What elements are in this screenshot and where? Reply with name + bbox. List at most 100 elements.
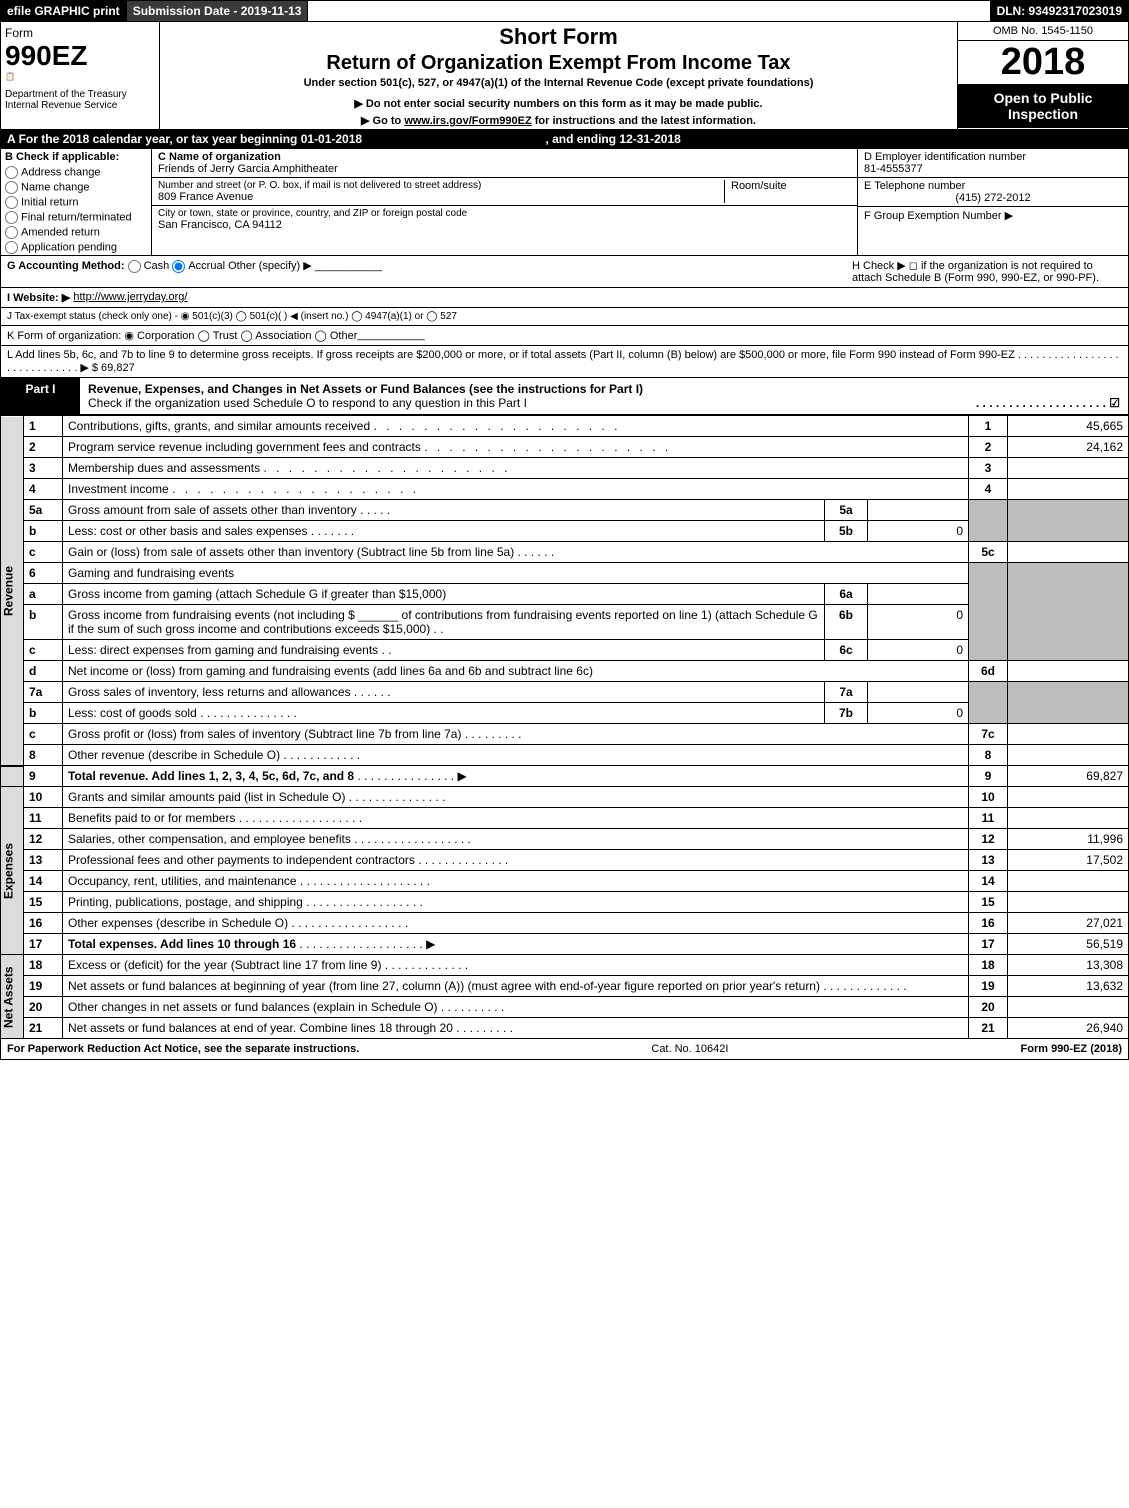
line-10-desc: Grants and similar amounts paid (list in… — [68, 790, 345, 804]
part-1-check: Check if the organization used Schedule … — [88, 396, 527, 410]
line-5b-desc: Less: cost or other basis and sales expe… — [68, 524, 307, 538]
footer-cat: Cat. No. 10642I — [651, 1043, 728, 1055]
check-amended[interactable]: Amended return — [1, 225, 151, 240]
open-inspection: Open to Public Inspection — [958, 84, 1128, 128]
line-19-amount: 13,632 — [1008, 976, 1129, 997]
row-k: K Form of organization: ◉ Corporation ◯ … — [0, 326, 1129, 346]
line-7a-desc: Gross sales of inventory, less returns a… — [68, 685, 351, 699]
line-21-amount: 26,940 — [1008, 1018, 1129, 1039]
room-suite-label: Room/suite — [724, 180, 851, 203]
check-initial[interactable]: Initial return — [1, 195, 151, 210]
footer-left: For Paperwork Reduction Act Notice, see … — [7, 1043, 359, 1055]
line-6-desc: Gaming and fundraising events — [63, 563, 969, 584]
omb-number: OMB No. 1545-1150 — [958, 22, 1128, 41]
line-16-amount: 27,021 — [1008, 913, 1129, 934]
line-5b-val: 0 — [868, 521, 969, 542]
part-1-tab: Part I — [1, 378, 80, 414]
line-8-desc: Other revenue (describe in Schedule O) — [68, 748, 280, 762]
line-18-desc: Excess or (deficit) for the year (Subtra… — [68, 958, 381, 972]
expenses-section-label: Expenses — [1, 787, 24, 955]
form-number: 990EZ — [5, 40, 155, 72]
line-5a-desc: Gross amount from sale of assets other t… — [68, 503, 357, 517]
info-block: B Check if applicable: Address change Na… — [0, 149, 1129, 256]
check-pending[interactable]: Application pending — [1, 240, 151, 255]
line-6c-desc: Less: direct expenses from gaming and fu… — [68, 643, 378, 657]
line-7b-desc: Less: cost of goods sold — [68, 706, 197, 720]
subtitle: Under section 501(c), 527, or 4947(a)(1)… — [166, 77, 951, 89]
line-2-desc: Program service revenue including govern… — [68, 440, 421, 454]
line-2-amount: 24,162 — [1008, 437, 1129, 458]
note-instructions: ▶ Go to www.irs.gov/Form990EZ for instru… — [166, 114, 951, 127]
form-header: Form 990EZ 📋 Department of the Treasury … — [0, 22, 1129, 130]
line-17-desc: Total expenses. Add lines 10 through 16 — [68, 937, 296, 951]
dept-treasury: Department of the Treasury — [5, 89, 155, 100]
city: San Francisco, CA 94112 — [158, 219, 851, 231]
line-13-amount: 17,502 — [1008, 850, 1129, 871]
line-6b-desc: Gross income from fundraising events (no… — [68, 608, 818, 636]
line-20-desc: Other changes in net assets or fund bala… — [68, 1000, 438, 1014]
row-j: J Tax-exempt status (check only one) - ◉… — [0, 308, 1129, 326]
acct-other: Other (specify) ▶ — [228, 260, 312, 272]
line-12-desc: Salaries, other compensation, and employ… — [68, 832, 351, 846]
row-i: I Website: ▶ http://www.jerryday.org/ — [0, 288, 1129, 308]
line-4-desc: Investment income — [68, 482, 169, 496]
line-19-desc: Net assets or fund balances at beginning… — [68, 979, 820, 993]
check-name[interactable]: Name change — [1, 180, 151, 195]
ein-value: 81-4555377 — [864, 163, 1122, 175]
line-1-amount: 45,665 — [1008, 416, 1129, 437]
phone-label: E Telephone number — [864, 180, 1122, 192]
acct-accrual[interactable]: Accrual — [172, 260, 225, 272]
line-9-amount: 69,827 — [1008, 766, 1129, 787]
tax-year: 2018 — [958, 41, 1128, 84]
part-1-table: Revenue 1 Contributions, gifts, grants, … — [0, 415, 1129, 1039]
addr: 809 France Avenue — [158, 191, 724, 203]
line-12-amount: 11,996 — [1008, 829, 1129, 850]
period-line: A For the 2018 calendar year, or tax yea… — [0, 130, 1129, 149]
netassets-section-label: Net Assets — [1, 955, 24, 1039]
line-21-desc: Net assets or fund balances at end of ye… — [68, 1021, 453, 1035]
city-label: City or town, state or province, country… — [158, 208, 851, 219]
check-address[interactable]: Address change — [1, 165, 151, 180]
line-1-desc: Contributions, gifts, grants, and simila… — [68, 419, 370, 433]
main-title: Return of Organization Exempt From Incom… — [166, 52, 951, 75]
ein-label: D Employer identification number — [864, 151, 1122, 163]
line-14-desc: Occupancy, rent, utilities, and maintena… — [68, 874, 297, 888]
submission-date: Submission Date - 2019-11-13 — [127, 1, 309, 21]
line-7c-desc: Gross profit or (loss) from sales of inv… — [68, 727, 461, 741]
website-link[interactable]: http://www.jerryday.org/ — [73, 291, 187, 304]
line-6a-desc: Gross income from gaming (attach Schedul… — [68, 587, 446, 601]
check-final[interactable]: Final return/terminated — [1, 210, 151, 225]
line-9-desc: Total revenue. Add lines 1, 2, 3, 4, 5c,… — [68, 769, 354, 783]
revenue-section-label: Revenue — [1, 416, 24, 766]
box-b-header: B Check if applicable: — [1, 149, 151, 165]
line-13-desc: Professional fees and other payments to … — [68, 853, 415, 867]
efile-print[interactable]: efile GRAPHIC print — [1, 1, 127, 21]
form-label: Form — [5, 26, 155, 40]
phone-value: (415) 272-2012 — [864, 192, 1122, 204]
part-1-title: Revenue, Expenses, and Changes in Net As… — [88, 382, 643, 396]
line-15-desc: Printing, publications, postage, and shi… — [68, 895, 303, 909]
org-name-label: C Name of organization — [158, 151, 851, 163]
short-form-title: Short Form — [166, 24, 951, 50]
line-16-desc: Other expenses (describe in Schedule O) — [68, 916, 288, 930]
line-6c-val: 0 — [868, 640, 969, 661]
addr-label: Number and street (or P. O. box, if mail… — [158, 180, 724, 191]
row-l: L Add lines 5b, 6c, and 7b to line 9 to … — [0, 346, 1129, 378]
line-6d-desc: Net income or (loss) from gaming and fun… — [68, 664, 593, 678]
top-bar: efile GRAPHIC print Submission Date - 20… — [0, 0, 1129, 22]
acct-cash[interactable]: Cash — [128, 260, 170, 272]
line-7b-val: 0 — [868, 703, 969, 724]
part-1-header: Part I Revenue, Expenses, and Changes in… — [0, 378, 1129, 415]
group-exemption-label: F Group Exemption Number ▶ — [864, 209, 1122, 222]
row-g-h: G Accounting Method: Cash Accrual Other … — [0, 256, 1129, 288]
line-11-desc: Benefits paid to or for members — [68, 811, 235, 825]
line-6b-val: 0 — [868, 605, 969, 640]
line-5c-desc: Gain or (loss) from sale of assets other… — [68, 545, 514, 559]
line-18-amount: 13,308 — [1008, 955, 1129, 976]
footer-form: Form 990-EZ (2018) — [1021, 1043, 1122, 1055]
line-3-desc: Membership dues and assessments — [68, 461, 260, 475]
footer: For Paperwork Reduction Act Notice, see … — [0, 1039, 1129, 1060]
org-name: Friends of Jerry Garcia Amphitheater — [158, 163, 851, 175]
instructions-link[interactable]: www.irs.gov/Form990EZ — [404, 115, 531, 127]
irs: Internal Revenue Service — [5, 100, 155, 111]
